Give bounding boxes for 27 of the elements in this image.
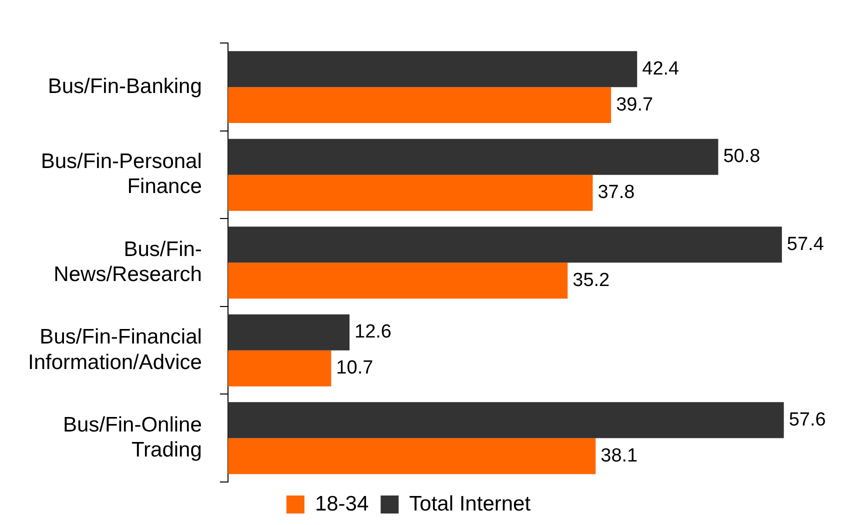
y-tick-label: Bus/Fin-Personal Finance: [40, 150, 202, 198]
bar: [228, 262, 568, 299]
data-label: 39.7: [616, 94, 654, 116]
y-tick-label: Bus/Fin-Banking: [48, 74, 202, 98]
y-tick-label: Bus/Fin-News/Research: [54, 238, 202, 286]
legend-label: 18-34: [314, 492, 369, 516]
data-label: 12.6: [354, 322, 392, 343]
data-label: 42.4: [642, 58, 680, 80]
legend-label: Total Internet: [409, 492, 531, 516]
data-label: 57.6: [788, 409, 826, 430]
bar: [228, 138, 718, 175]
data-label: 35.2: [572, 270, 610, 291]
bar: [228, 438, 596, 474]
bar: [228, 314, 350, 350]
bar: [228, 87, 612, 124]
data-label: 57.4: [786, 234, 824, 255]
bar: [228, 226, 782, 263]
data-label: 50.8: [723, 146, 760, 168]
data-label: 38.1: [600, 445, 638, 466]
data-label: 10.7: [336, 358, 374, 379]
bar: [228, 174, 593, 211]
bar: [228, 402, 784, 438]
y-tick-label: Bus/Fin-Online Trading: [63, 413, 202, 462]
y-tick-label: Bus/Fin-Financial Information/Advice: [28, 326, 202, 374]
bar: [228, 350, 332, 386]
bar: [228, 51, 638, 88]
data-label: 37.8: [598, 182, 635, 204]
